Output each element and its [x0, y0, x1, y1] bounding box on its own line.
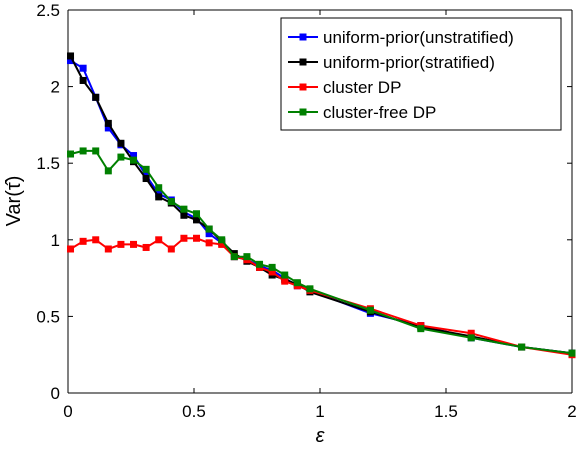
plot-area — [67, 52, 576, 359]
data-point — [155, 193, 163, 201]
y-tick-label: 1 — [51, 231, 60, 250]
data-point — [92, 93, 100, 101]
data-point — [79, 64, 87, 72]
legend-swatch-marker — [299, 83, 307, 91]
data-point — [180, 234, 188, 242]
data-point — [193, 210, 201, 218]
y-tick-label: 2.5 — [36, 1, 60, 20]
data-point — [67, 245, 75, 253]
data-point — [142, 165, 150, 173]
data-point — [130, 156, 138, 164]
data-point — [193, 234, 201, 242]
legend-swatch-marker — [299, 108, 307, 116]
legend-box — [280, 17, 562, 131]
data-point — [467, 334, 475, 342]
data-point — [180, 205, 188, 213]
data-point — [568, 349, 576, 357]
data-point — [268, 268, 276, 276]
data-point — [130, 240, 138, 248]
data-point — [79, 147, 87, 155]
data-point — [79, 237, 87, 245]
data-point — [366, 306, 374, 314]
data-point — [167, 245, 175, 253]
data-point — [180, 211, 188, 219]
data-point — [155, 184, 163, 192]
data-point — [417, 325, 425, 333]
data-point — [117, 153, 125, 161]
data-point — [256, 260, 264, 268]
data-point — [281, 277, 289, 285]
data-point — [167, 198, 175, 205]
legend-swatch-marker — [299, 33, 307, 41]
x-tick-label: 2 — [567, 402, 576, 421]
data-point — [142, 175, 150, 183]
x-tick-label: 1.5 — [434, 402, 458, 421]
x-tick-label: 0 — [63, 402, 72, 421]
data-point — [293, 279, 301, 287]
data-point — [67, 57, 75, 65]
legend-label: uniform-prior(unstratified) — [323, 28, 514, 47]
data-point — [92, 147, 100, 155]
data-point — [193, 216, 201, 224]
data-point — [306, 285, 314, 293]
data-point — [205, 225, 213, 233]
x-axis-label: ε — [316, 425, 326, 447]
y-tick-label: 1.5 — [36, 154, 60, 173]
legend-label: cluster DP — [323, 78, 401, 97]
data-point — [205, 230, 213, 238]
x-ticks: 0 0.5 1 1.5 2 — [63, 10, 577, 421]
data-point — [130, 152, 138, 160]
data-point — [142, 243, 150, 251]
legend-label: uniform-prior(stratified) — [323, 53, 495, 72]
data-point — [230, 253, 238, 261]
data-point — [155, 236, 163, 244]
data-point — [205, 239, 213, 247]
legend-label: cluster-free DP — [323, 103, 436, 122]
x-tick-label: 0.5 — [182, 402, 206, 421]
y-axis-label: Var(τ̂) — [3, 176, 25, 227]
data-point — [67, 52, 75, 60]
data-point — [467, 329, 475, 337]
y-ticks: 0 0.5 1 1.5 2 2.5 — [36, 1, 572, 403]
data-point — [67, 150, 75, 158]
data-point — [104, 167, 112, 175]
data-point — [243, 253, 251, 261]
legend: uniform-prior(unstratified) uniform-prior… — [280, 17, 562, 131]
data-point — [268, 263, 276, 271]
legend-swatch-marker — [299, 58, 307, 66]
y-tick-label: 2 — [51, 78, 60, 97]
y-tick-label: 0 — [51, 384, 60, 403]
data-point — [281, 271, 289, 279]
data-point — [104, 124, 112, 132]
data-point — [79, 76, 87, 84]
data-point — [218, 240, 226, 248]
data-point — [218, 236, 226, 244]
x-tick-label: 1 — [315, 402, 324, 421]
data-point — [518, 343, 526, 351]
data-point — [92, 236, 100, 244]
data-point — [104, 245, 112, 253]
data-point — [104, 119, 112, 127]
data-point — [117, 240, 125, 248]
y-tick-label: 0.5 — [36, 307, 60, 326]
data-point — [117, 139, 125, 147]
